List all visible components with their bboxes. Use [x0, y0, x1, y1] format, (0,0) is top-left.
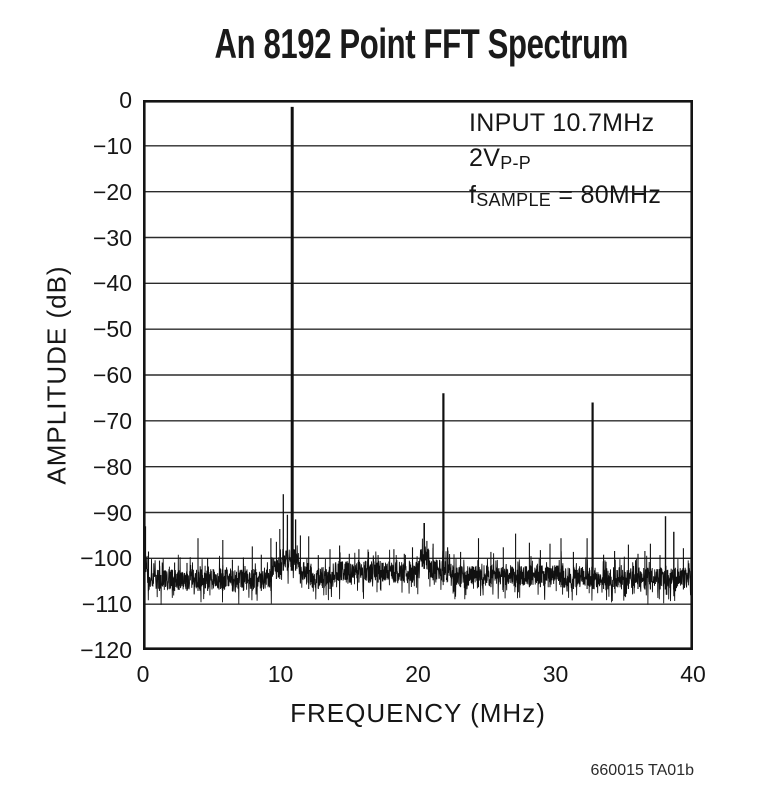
annotation-text: = 80MHz	[551, 181, 662, 209]
y-tick-label: −50	[92, 316, 132, 343]
y-tick-label: −20	[92, 178, 132, 205]
y-tick-label: −30	[92, 224, 132, 251]
x-tick-label: 40	[680, 661, 706, 687]
y-tick-label: −120	[80, 637, 132, 663]
y-tick-label: −60	[92, 362, 132, 388]
annotation-text: 2V	[469, 144, 501, 172]
annotation-line: 2VP-P	[469, 141, 661, 178]
y-tick-label: −70	[92, 407, 132, 434]
x-axis-title: FREQUENCY (MHz)	[290, 698, 546, 728]
x-tick-label: 20	[405, 661, 431, 687]
y-tick-label: −40	[92, 270, 132, 297]
y-tick-label: 0	[119, 87, 132, 113]
annotation-line: fSAMPLE = 80MHz	[469, 178, 661, 215]
annotation-subscript: P-P	[500, 152, 532, 173]
y-tick-label: −80	[92, 453, 132, 480]
plot-annotations: INPUT 10.7MHz 2VP-P fSAMPLE = 80MHz	[469, 106, 661, 215]
y-tick-label: −110	[81, 591, 132, 618]
annotation-line: INPUT 10.7MHz	[469, 106, 661, 141]
plot-border	[143, 100, 693, 650]
annotation-text: f	[469, 181, 477, 209]
x-tick-label: 30	[542, 661, 569, 687]
plot-area	[143, 100, 693, 650]
y-tick-label: −90	[92, 499, 132, 526]
y-tick-label: −10	[92, 132, 132, 159]
annotation-subscript: SAMPLE	[476, 189, 552, 210]
y-tick-label: −100	[80, 545, 132, 572]
fft-noise-trace	[143, 538, 693, 605]
annotation-text: INPUT 10.7MHz	[469, 109, 655, 137]
x-tick-label: 0	[136, 661, 150, 687]
chart-title: An 8192 Point FFT Spectrum	[214, 20, 629, 67]
x-tick-label: 10	[267, 661, 294, 687]
figure-number: 660015 TA01b	[590, 762, 695, 779]
